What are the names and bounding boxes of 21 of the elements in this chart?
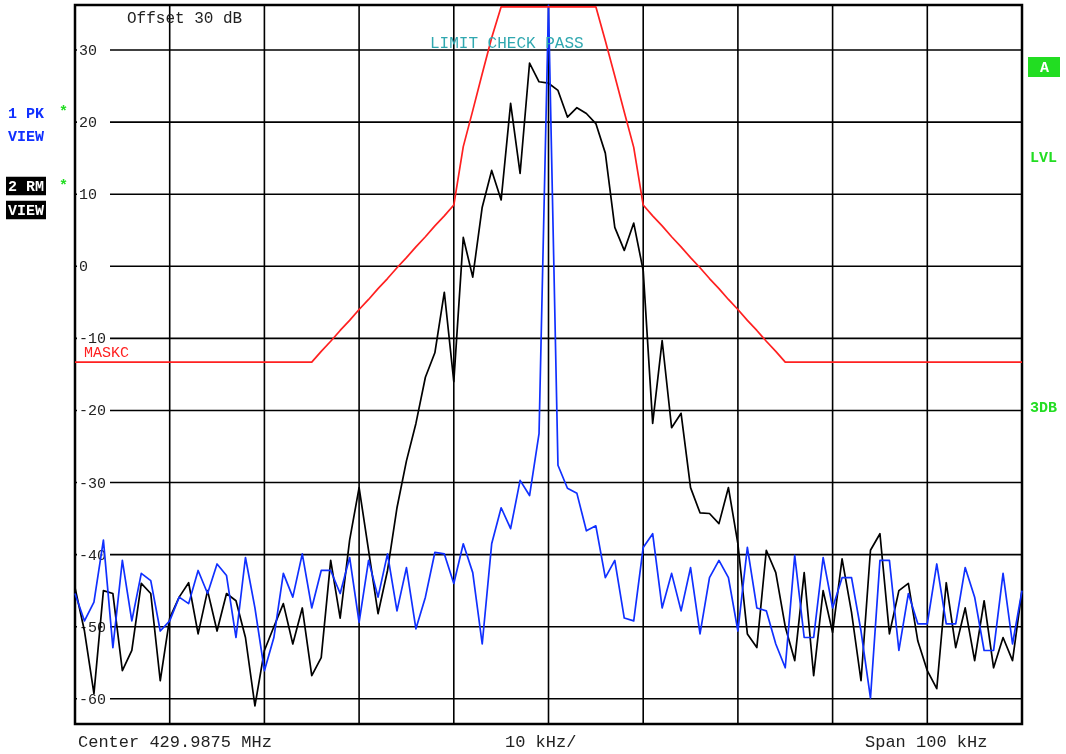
text: VIEW [8, 129, 45, 146]
text: 1 PK [8, 106, 45, 123]
y-tick-label: -30 [79, 475, 107, 493]
text: * [59, 104, 69, 121]
text: 10 kHz/ [505, 733, 577, 752]
text: * [59, 178, 69, 195]
text: LVL [1030, 150, 1058, 167]
y-tick-label: 10 [79, 187, 98, 205]
series-label: MASKC [84, 345, 130, 362]
text: A [1040, 60, 1050, 77]
text: VIEW [8, 203, 45, 220]
y-tick-label: 30 [79, 43, 98, 61]
text: 3DB [1030, 400, 1058, 417]
y-tick-label: 0 [79, 259, 89, 277]
y-tick-label: -20 [79, 403, 107, 421]
text: Center 429.9875 MHz [78, 733, 272, 752]
line-series [74, 5, 1023, 364]
y-tick-label: -60 [79, 691, 107, 709]
text: 2 RM [8, 179, 45, 196]
y-tick-label: 20 [79, 115, 98, 133]
text: Span 100 kHz [865, 733, 988, 752]
